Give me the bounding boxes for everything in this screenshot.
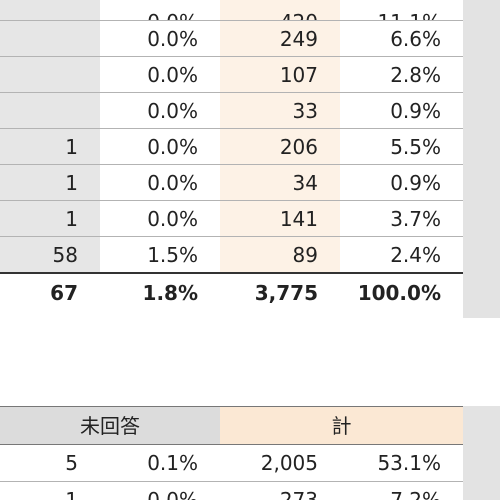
unanswered-pct-cell: 0.0%	[100, 56, 220, 93]
page-edge-top	[463, 0, 500, 318]
unanswered-pct-cell: 0.0%	[100, 92, 220, 129]
table-row: 1 0.0% 34 0.9%	[0, 164, 463, 201]
unanswered-count-cell	[0, 0, 100, 21]
total-pct-cell: 2.4%	[340, 236, 463, 274]
unanswered-count-cell: 5	[0, 444, 100, 482]
total-count-cell: 249	[220, 20, 340, 57]
unanswered-pct-cell: 0.0%	[100, 164, 220, 201]
grand-total-count: 3,775	[220, 272, 340, 303]
total-count-cell: 141	[220, 200, 340, 237]
total-pct-cell: 0.9%	[340, 92, 463, 129]
table-row: 5 0.1% 2,005 53.1%	[0, 444, 463, 482]
total-count-cell: 273	[220, 481, 340, 500]
total-pct-cell: 5.5%	[340, 128, 463, 165]
unanswered-count-cell	[0, 20, 100, 57]
unanswered-pct-cell: 0.0%	[100, 481, 220, 500]
top-table: 0.0% 420 11.1% 0.0% 249 6.6% 0.0% 107 2.…	[0, 0, 463, 303]
unanswered-count-cell: 1	[0, 164, 100, 201]
total-count-cell: 34	[220, 164, 340, 201]
total-pct-cell: 53.1%	[340, 444, 463, 482]
table-row: 0.0% 249 6.6%	[0, 20, 463, 57]
total-count-cell: 33	[220, 92, 340, 129]
unanswered-pct-cell: 0.0%	[100, 200, 220, 237]
unanswered-pct-cell: 0.0%	[100, 20, 220, 57]
unanswered-count-cell	[0, 92, 100, 129]
total-unanswered-pct: 1.8%	[100, 272, 220, 303]
total-unanswered-count: 67	[0, 272, 100, 303]
bottom-table-panel: 未回答 計 5 0.1% 2,005 53.1% 1 0.0% 273 7.2%	[0, 406, 463, 500]
table-row: 0.0% 107 2.8%	[0, 56, 463, 93]
total-pct-cell: 7.2%	[340, 481, 463, 500]
total-pct-cell: 2.8%	[340, 56, 463, 93]
total-pct-cell: 3.7%	[340, 200, 463, 237]
total-count-cell: 206	[220, 128, 340, 165]
unanswered-pct-cell: 0.1%	[100, 444, 220, 482]
total-count-cell: 89	[220, 236, 340, 274]
unanswered-count-cell	[0, 56, 100, 93]
table-row: 1 0.0% 141 3.7%	[0, 200, 463, 237]
header-unanswered: 未回答	[0, 406, 220, 445]
total-pct-cell: 11.1%	[340, 0, 463, 21]
total-count-cell: 107	[220, 56, 340, 93]
table-row: 1 0.0% 206 5.5%	[0, 128, 463, 165]
table-row: 0.0% 420 11.1%	[0, 0, 463, 21]
top-table-panel: 0.0% 420 11.1% 0.0% 249 6.6% 0.0% 107 2.…	[0, 0, 463, 303]
total-pct-cell: 6.6%	[340, 20, 463, 57]
unanswered-pct-cell: 0.0%	[100, 0, 220, 21]
unanswered-pct-cell: 1.5%	[100, 236, 220, 274]
table-row: 1 0.0% 273 7.2%	[0, 481, 463, 500]
page-edge-bottom	[463, 406, 500, 500]
table-row: 0.0% 33 0.9%	[0, 92, 463, 129]
header-row: 未回答 計	[0, 406, 463, 445]
unanswered-count-cell: 1	[0, 200, 100, 237]
bottom-table: 未回答 計 5 0.1% 2,005 53.1% 1 0.0% 273 7.2%	[0, 406, 463, 500]
total-count-cell: 420	[220, 0, 340, 21]
total-count-cell: 2,005	[220, 444, 340, 482]
grand-total-pct: 100.0%	[340, 272, 463, 303]
header-total: 計	[220, 406, 463, 445]
table-row: 58 1.5% 89 2.4%	[0, 236, 463, 274]
total-row: 67 1.8% 3,775 100.0%	[0, 272, 463, 303]
unanswered-count-cell: 58	[0, 236, 100, 274]
unanswered-pct-cell: 0.0%	[100, 128, 220, 165]
unanswered-count-cell: 1	[0, 128, 100, 165]
unanswered-count-cell: 1	[0, 481, 100, 500]
total-pct-cell: 0.9%	[340, 164, 463, 201]
